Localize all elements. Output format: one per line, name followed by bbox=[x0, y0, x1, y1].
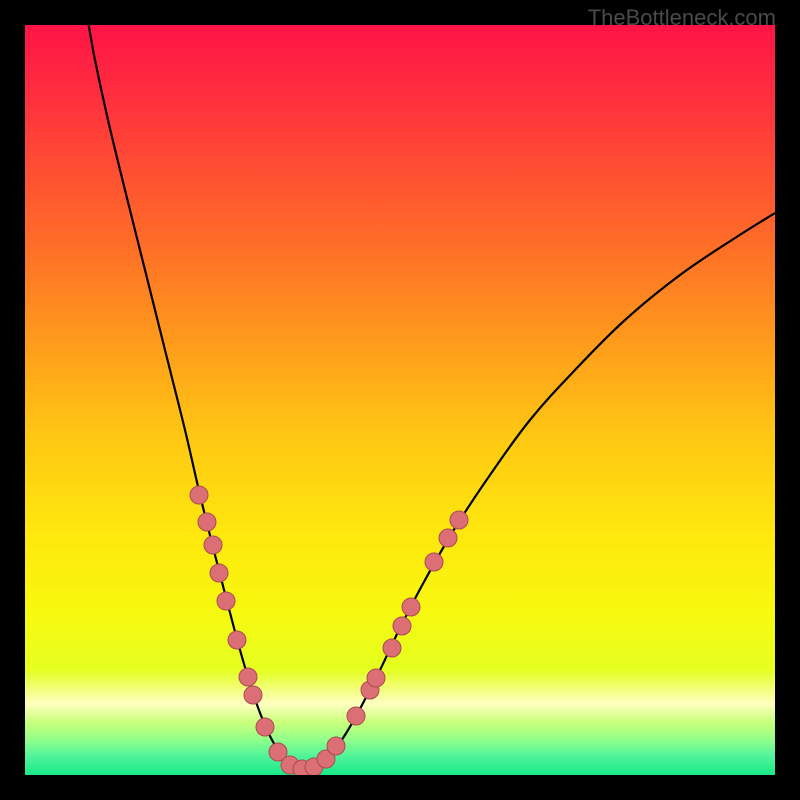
data-marker bbox=[256, 718, 274, 736]
data-marker bbox=[239, 668, 257, 686]
data-marker bbox=[393, 617, 411, 635]
data-marker bbox=[327, 737, 345, 755]
plot-area bbox=[25, 25, 775, 775]
data-marker bbox=[367, 669, 385, 687]
watermark-text: TheBottleneck.com bbox=[588, 5, 776, 31]
chart-svg bbox=[25, 25, 775, 775]
data-marker bbox=[217, 592, 235, 610]
data-marker bbox=[244, 686, 262, 704]
data-marker bbox=[190, 486, 208, 504]
data-marker bbox=[347, 707, 365, 725]
data-marker bbox=[402, 598, 420, 616]
marker-group bbox=[190, 486, 468, 775]
data-marker bbox=[439, 529, 457, 547]
data-marker bbox=[450, 511, 468, 529]
bottleneck-curve bbox=[88, 25, 775, 769]
data-marker bbox=[425, 553, 443, 571]
data-marker bbox=[198, 513, 216, 531]
data-marker bbox=[210, 564, 228, 582]
data-marker bbox=[383, 639, 401, 657]
data-marker bbox=[228, 631, 246, 649]
data-marker bbox=[204, 536, 222, 554]
